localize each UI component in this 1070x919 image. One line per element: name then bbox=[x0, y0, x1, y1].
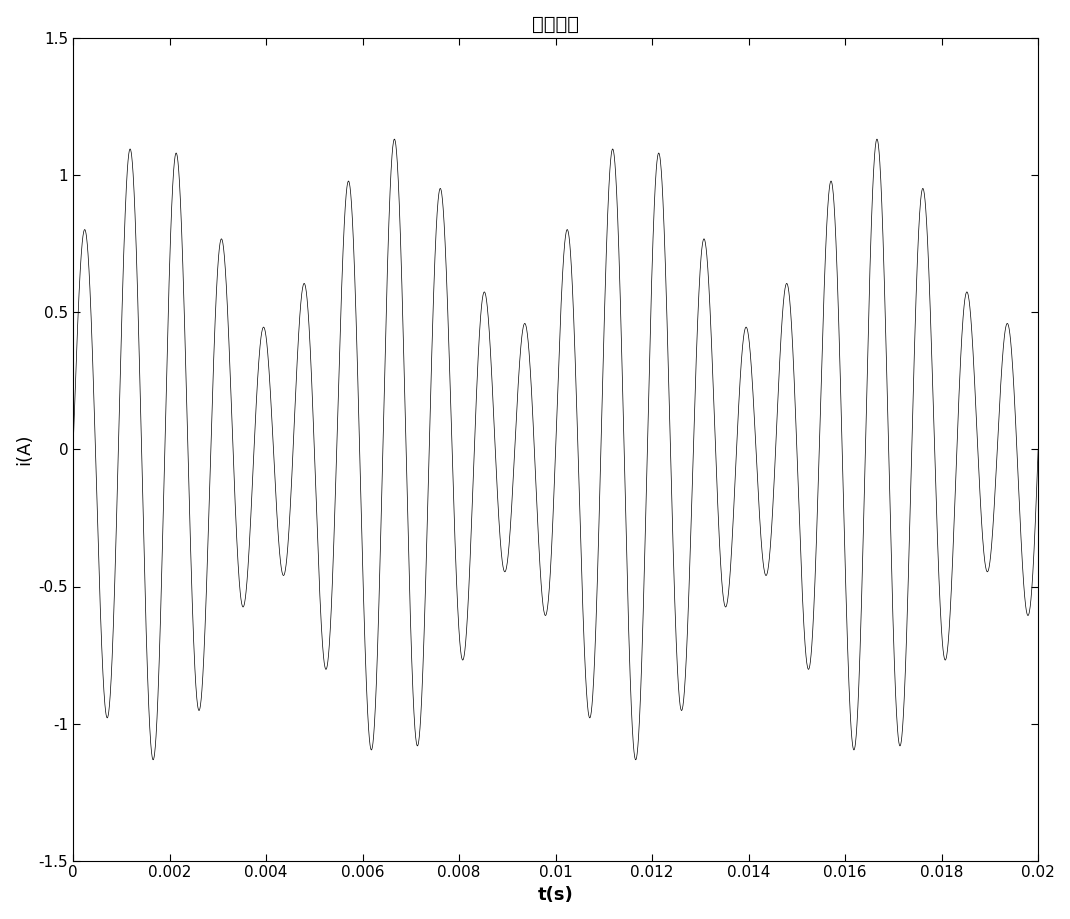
Title: 激励信号: 激励信号 bbox=[532, 15, 579, 34]
X-axis label: t(s): t(s) bbox=[538, 886, 574, 904]
Y-axis label: i(A): i(A) bbox=[15, 434, 33, 465]
